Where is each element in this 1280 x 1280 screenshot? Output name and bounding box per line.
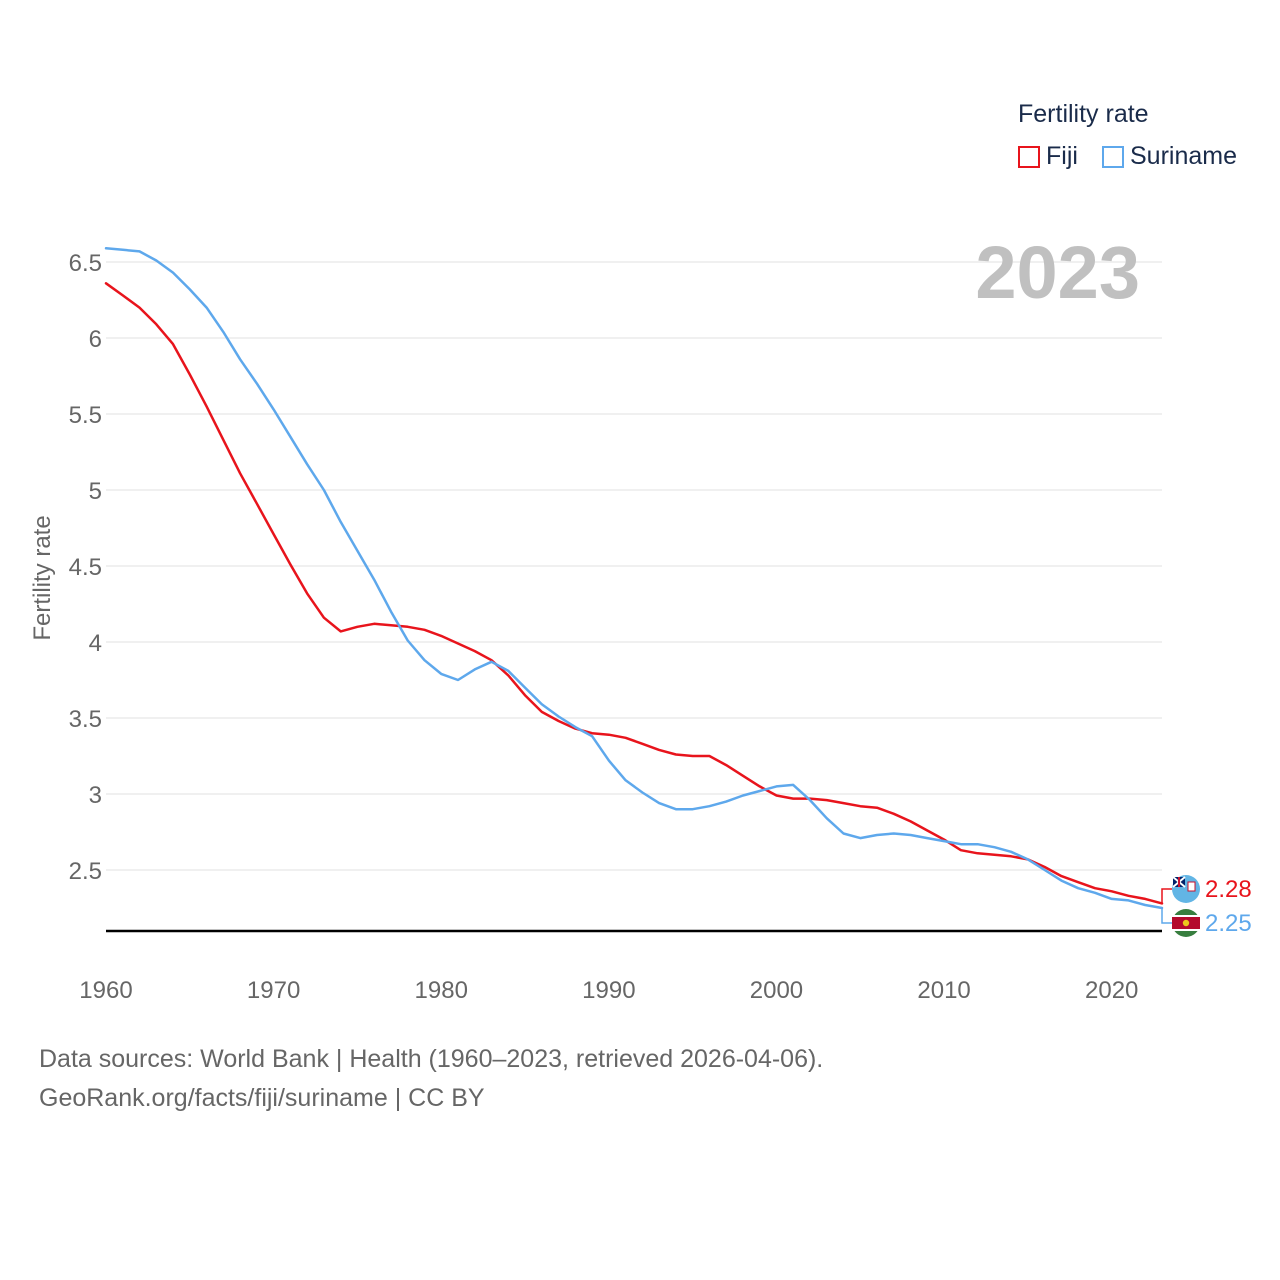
attribution-link[interactable]: GeoRank.org/facts/fiji/suriname | CC BY bbox=[39, 1084, 485, 1112]
legend-swatch-suriname bbox=[1102, 145, 1124, 168]
series-lines bbox=[104, 247, 1164, 910]
series-line-fiji bbox=[104, 282, 1164, 905]
end-labels: 2.28 2.25 bbox=[1161, 875, 1252, 937]
legend-item-fiji[interactable]: Fiji bbox=[1018, 142, 1078, 171]
x-tick-label: 2020 bbox=[1085, 977, 1138, 1004]
x-tick-label: 1980 bbox=[415, 977, 468, 1004]
x-tick-label: 2010 bbox=[917, 977, 970, 1004]
legend-swatch-fiji bbox=[1018, 145, 1040, 168]
y-tick-label: 3.5 bbox=[69, 706, 102, 733]
y-tick-label: 4.5 bbox=[69, 554, 102, 581]
legend-item-suriname[interactable]: Suriname bbox=[1102, 142, 1237, 171]
x-tick-label: 1970 bbox=[247, 977, 300, 1004]
y-tick-label: 5 bbox=[89, 478, 102, 505]
y-tick-label: 5.5 bbox=[69, 402, 102, 429]
x-tick-label: 2000 bbox=[750, 977, 803, 1004]
year-watermark: 2023 bbox=[975, 231, 1140, 314]
y-axis-ticks: 2.5 3 3.5 4 4.5 5 5.5 6 6.5 bbox=[69, 250, 102, 885]
y-tick-label: 6 bbox=[89, 326, 102, 353]
end-value-suriname: 2.25 bbox=[1205, 910, 1252, 937]
x-tick-label: 1960 bbox=[79, 977, 132, 1004]
y-tick-label: 6.5 bbox=[69, 250, 102, 277]
end-connector-suriname bbox=[1161, 908, 1172, 924]
fiji-flag-icon bbox=[1172, 875, 1200, 903]
legend-label-suriname: Suriname bbox=[1130, 142, 1237, 170]
x-axis-ticks: 1960 1970 1980 1990 2000 2010 2020 bbox=[79, 977, 1138, 1004]
end-connector-fiji bbox=[1161, 888, 1172, 904]
suriname-flag-icon bbox=[1172, 909, 1200, 937]
y-tick-label: 3 bbox=[89, 782, 102, 809]
y-tick-label: 2.5 bbox=[69, 858, 102, 885]
legend-title: Fertility rate bbox=[1018, 100, 1149, 128]
y-tick-label: 4 bbox=[89, 630, 102, 657]
y-axis-title: Fertility rate bbox=[29, 515, 56, 640]
gridlines bbox=[106, 261, 1162, 871]
legend-label-fiji: Fiji bbox=[1046, 142, 1078, 170]
x-tick-label: 1990 bbox=[582, 977, 635, 1004]
end-value-fiji: 2.28 bbox=[1205, 876, 1252, 903]
series-line-suriname bbox=[104, 247, 1164, 910]
data-source-note: Data sources: World Bank | Health (1960–… bbox=[39, 1045, 824, 1073]
